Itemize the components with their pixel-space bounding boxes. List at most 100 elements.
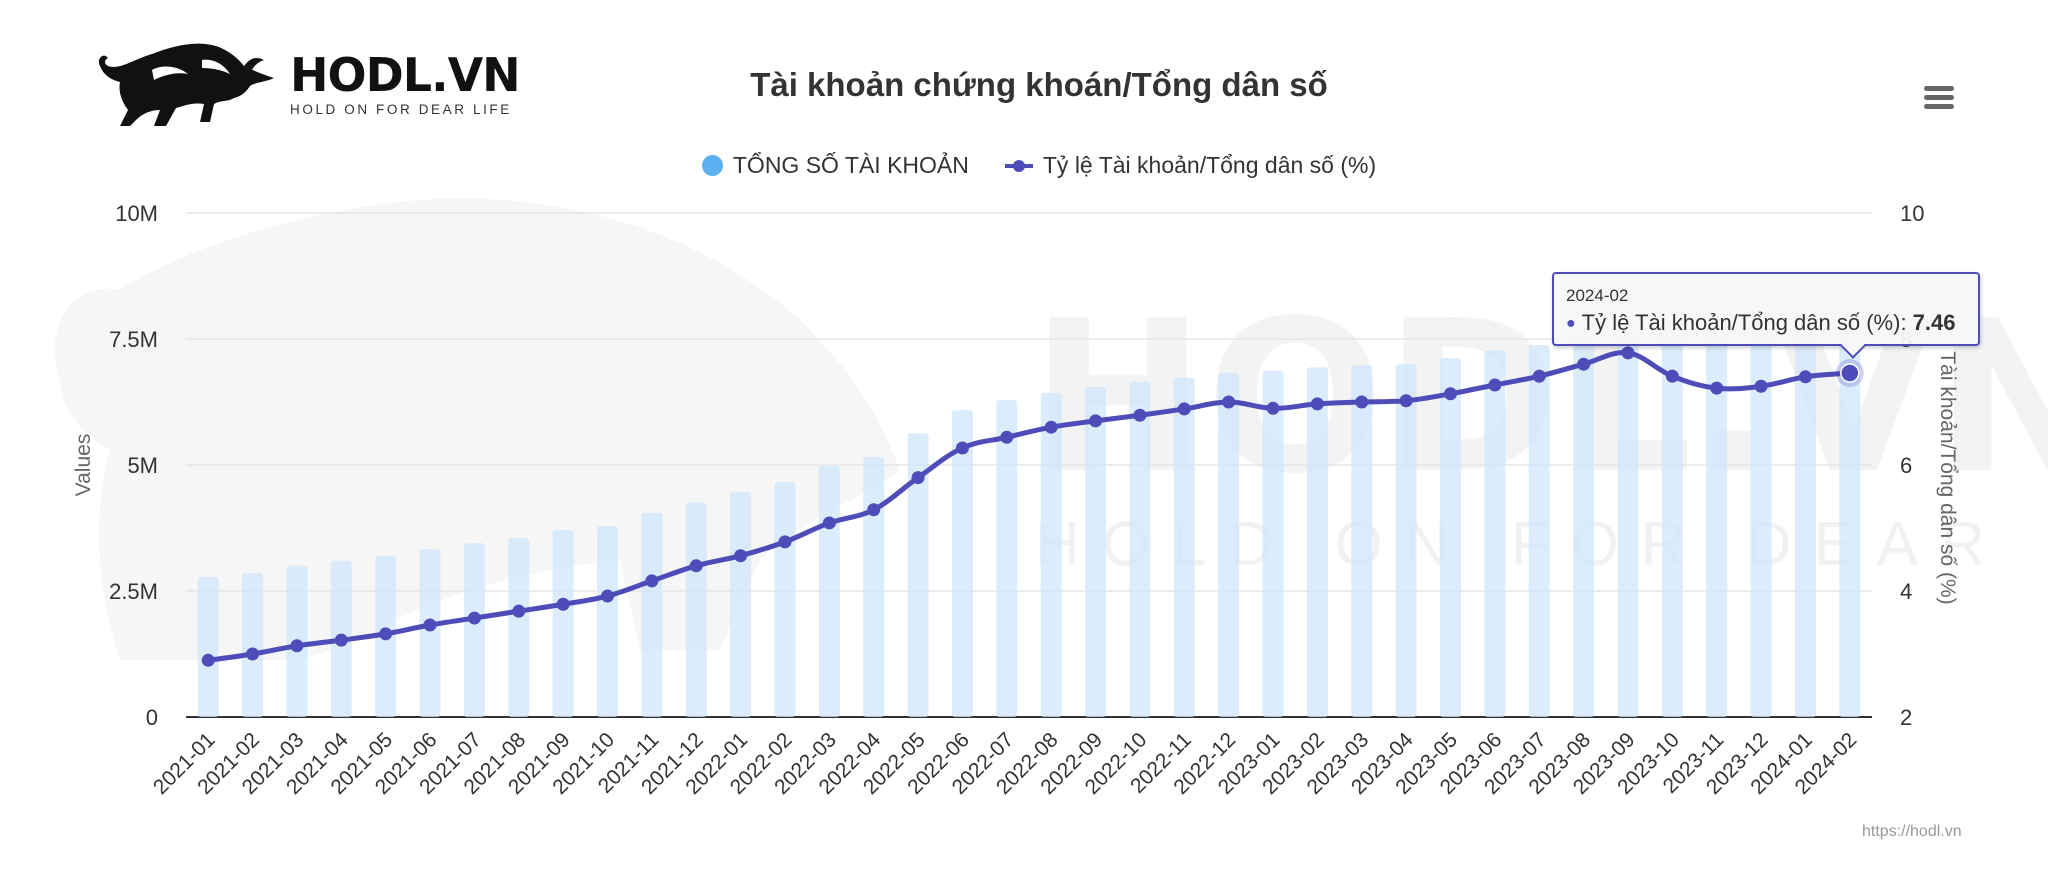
bar-2023-11[interactable] (1706, 337, 1728, 717)
line-marker-2021-10[interactable] (601, 589, 614, 603)
bull-logo-icon (98, 43, 275, 126)
bar-2021-08[interactable] (508, 538, 530, 717)
bar-2021-06[interactable] (419, 549, 441, 717)
line-marker-2021-08[interactable] (512, 604, 526, 618)
bar-2022-06[interactable] (951, 410, 973, 717)
bar-2021-09[interactable] (552, 530, 574, 717)
bar-2022-11[interactable] (1173, 377, 1195, 717)
line-marker-2022-04[interactable] (867, 503, 881, 517)
line-marker-2023-08[interactable] (1577, 357, 1591, 371)
line-marker-2021-03[interactable] (290, 639, 304, 653)
line-marker-2024-02[interactable] (1840, 363, 1860, 383)
chart-context-menu-button[interactable] (1924, 86, 1960, 114)
line-marker-2021-05[interactable] (379, 627, 393, 641)
line-marker-2022-05[interactable] (911, 471, 925, 485)
line-marker-2022-09[interactable] (1089, 414, 1103, 428)
legend-item-ratio[interactable]: Tỷ lệ Tài khoản/Tổng dân số (%) (1004, 152, 1377, 179)
bar-2024-02[interactable] (1839, 329, 1861, 717)
bar-2023-02[interactable] (1306, 367, 1328, 717)
line-marker-2021-07[interactable] (467, 611, 481, 625)
line-marker-2023-06[interactable] (1488, 378, 1502, 392)
line-marker-2023-11[interactable] (1710, 381, 1724, 395)
bar-2023-04[interactable] (1395, 364, 1417, 717)
legend-label: TỔNG SỐ TÀI KHOẢN (732, 152, 969, 178)
bar-2021-10[interactable] (597, 525, 618, 717)
line-marker-2023-03[interactable] (1355, 395, 1369, 409)
line-marker-2023-02[interactable] (1310, 397, 1324, 411)
bar-2024-01[interactable] (1794, 333, 1816, 717)
line-marker-2021-09[interactable] (556, 597, 570, 611)
bar-2023-01[interactable] (1262, 370, 1284, 717)
brand-name: HODL.VN (290, 48, 521, 102)
bar-2021-11[interactable] (641, 512, 663, 717)
line-marker-2023-05[interactable] (1444, 387, 1457, 401)
line-marker-2021-01[interactable] (201, 653, 215, 667)
bar-2022-07[interactable] (996, 399, 1018, 717)
bar-2021-12[interactable] (685, 502, 707, 717)
bar-2023-12[interactable] (1750, 335, 1772, 717)
brand-tagline: HOLD ON FOR DEAR LIFE (290, 102, 512, 117)
y-axis-right-tick: 4 (1900, 579, 1912, 604)
bar-2022-08[interactable] (1040, 392, 1062, 717)
line-marker-2022-01[interactable] (734, 549, 748, 563)
bar-2021-02[interactable] (242, 572, 264, 717)
line-marker-2022-03[interactable] (822, 516, 836, 530)
line-marker-2022-12[interactable] (1222, 395, 1236, 409)
bar-2023-07[interactable] (1528, 345, 1550, 717)
line-marker-2021-04[interactable] (334, 633, 348, 647)
y-axis-left-tick: 7.5M (109, 327, 158, 352)
tooltip-series-name: Tỷ lệ Tài khoản/Tổng dân số (%) (1581, 310, 1901, 335)
line-marker-2021-06[interactable] (423, 618, 437, 632)
y-axis-left-title: Values (72, 434, 95, 497)
hamburger-menu-icon (1924, 86, 1960, 109)
line-marker-2023-10[interactable] (1665, 369, 1679, 383)
bar-2022-04[interactable] (863, 456, 885, 717)
line-marker-2022-11[interactable] (1177, 402, 1191, 416)
legend-line-marker-icon (1004, 159, 1033, 172)
bar-2023-09[interactable] (1617, 334, 1639, 717)
brand-logo: HODL.VN HOLD ON FOR DEAR LIFE (92, 30, 521, 140)
bar-2022-03[interactable] (818, 466, 840, 717)
bar-2022-05[interactable] (907, 433, 929, 717)
bar-2022-09[interactable] (1085, 386, 1107, 717)
line-marker-2021-02[interactable] (246, 647, 260, 661)
line-marker-2021-11[interactable] (645, 574, 659, 588)
bar-2021-07[interactable] (463, 543, 485, 717)
line-marker-2022-06[interactable] (955, 441, 969, 455)
bar-2021-01[interactable] (197, 576, 219, 717)
tooltip-header: 2024-02 (1566, 286, 1629, 305)
bar-2022-10[interactable] (1129, 381, 1151, 717)
bar-2023-06[interactable] (1484, 350, 1506, 717)
chart-legend: TỔNG SỐ TÀI KHOẢN Tỷ lệ Tài khoản/Tổng d… (0, 152, 2048, 179)
y-axis-right-title: Tài khoản/Tổng dân số (%) (1936, 351, 1959, 604)
legend-item-total-accounts[interactable]: TỔNG SỐ TÀI KHOẢN (701, 152, 969, 179)
line-marker-2022-10[interactable] (1133, 408, 1147, 422)
bar-2023-03[interactable] (1351, 365, 1373, 717)
line-marker-2024-01[interactable] (1798, 370, 1812, 384)
bar-2022-01[interactable] (730, 492, 752, 717)
line-marker-2022-07[interactable] (1000, 430, 1014, 444)
bar-2022-02[interactable] (774, 482, 796, 717)
line-marker-2023-01[interactable] (1266, 401, 1280, 415)
line-marker-2022-08[interactable] (1044, 420, 1058, 434)
line-marker-2023-04[interactable] (1399, 394, 1413, 408)
bar-2023-10[interactable] (1661, 337, 1683, 717)
line-marker-2022-02[interactable] (778, 535, 792, 549)
legend-label: Tỷ lệ Tài khoản/Tổng dân số (%) (1042, 152, 1377, 178)
tooltip-separator: : (1900, 310, 1913, 335)
line-marker-2023-09[interactable] (1621, 346, 1635, 360)
line-marker-2023-12[interactable] (1754, 379, 1768, 393)
line-marker-2023-07[interactable] (1532, 369, 1546, 383)
line-marker-2021-12[interactable] (689, 559, 703, 573)
brand-text: HODL.VN HOLD ON FOR DEAR LIFE (290, 48, 521, 117)
y-axis-right-tick: 10 (1900, 201, 1924, 226)
chart-tooltip: 2024-02 ● Tỷ lệ Tài khoản/Tổng dân số (%)… (1552, 272, 1980, 346)
credits-link[interactable]: https://hodl.vn (1862, 823, 1962, 840)
bar-2023-05[interactable] (1440, 358, 1461, 717)
tooltip-value: 7.46 (1912, 310, 1956, 335)
y-axis-left-tick: 10M (115, 201, 158, 226)
bar-2023-08[interactable] (1573, 340, 1595, 717)
legend-circle-icon (701, 155, 723, 176)
bar-2022-12[interactable] (1218, 372, 1240, 717)
